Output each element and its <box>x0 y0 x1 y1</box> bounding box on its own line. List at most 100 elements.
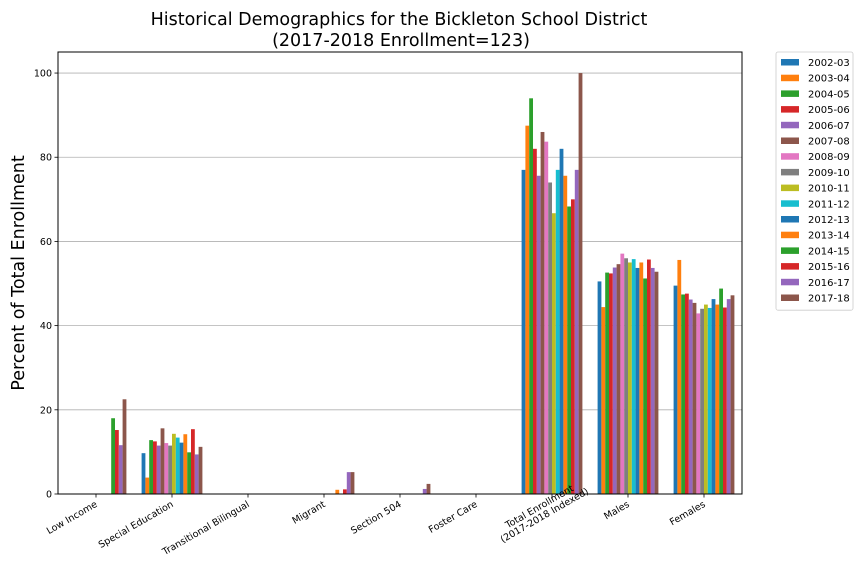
x-tick-label: Foster Care <box>427 499 480 536</box>
bar <box>605 272 609 494</box>
bar <box>191 429 195 494</box>
bar <box>536 175 541 494</box>
bar <box>194 454 199 494</box>
bar <box>172 433 176 494</box>
bar <box>620 253 625 494</box>
bar <box>654 271 659 494</box>
legend-label: 2012-13 <box>808 215 850 226</box>
legend-label: 2003-04 <box>808 74 850 85</box>
y-axis-ticks: 0 20 40 60 80 100 <box>34 69 58 501</box>
legend-frame <box>775 51 854 311</box>
legend-swatch <box>781 153 799 160</box>
x-tick-label: Females <box>668 499 708 528</box>
bar <box>677 259 682 494</box>
legend-label: 2009-10 <box>808 168 850 179</box>
bar <box>153 441 157 494</box>
bar <box>122 399 127 494</box>
bar <box>563 175 568 494</box>
bar <box>688 299 693 494</box>
y-tick-label: 60 <box>40 237 52 248</box>
bar <box>164 443 169 494</box>
bar <box>179 442 184 494</box>
bar <box>335 489 340 494</box>
bar <box>624 258 628 494</box>
bar <box>681 294 685 494</box>
bar <box>719 288 723 494</box>
bar <box>704 304 708 494</box>
bar <box>707 307 712 494</box>
bar <box>525 125 530 495</box>
bar <box>548 182 552 494</box>
bar <box>141 453 146 494</box>
bar <box>346 472 351 494</box>
bar <box>578 73 583 495</box>
legend-swatch <box>781 184 799 192</box>
y-tick-label: 100 <box>34 69 52 80</box>
chart-subtitle: (2017-2018 Enrollment=123) <box>272 31 530 51</box>
legend-label: 2013-14 <box>808 231 850 242</box>
bar <box>696 313 701 494</box>
legend-label: 2016-17 <box>808 278 850 289</box>
legend-swatch <box>781 121 799 129</box>
legend-label: 2006-07 <box>808 121 850 132</box>
x-tick-label: Special Education <box>97 499 176 551</box>
bar <box>711 299 716 494</box>
bar <box>635 267 640 494</box>
bar <box>673 285 678 494</box>
bar <box>168 445 172 494</box>
legend-swatch <box>781 278 799 286</box>
bar <box>571 199 575 495</box>
legend-swatch <box>781 106 799 113</box>
bar <box>628 262 632 494</box>
legend-swatch <box>781 90 799 97</box>
bar <box>118 445 123 494</box>
x-tick-label: Migrant <box>291 499 328 527</box>
legend-swatch <box>781 247 799 254</box>
legend-swatch <box>781 74 799 82</box>
bar <box>187 452 191 494</box>
bar <box>343 489 347 494</box>
legend-swatch <box>781 200 799 207</box>
legend-label: 2005-06 <box>808 105 850 116</box>
bar <box>533 148 537 495</box>
bar <box>521 169 526 494</box>
bar <box>175 437 180 494</box>
bar <box>422 488 427 494</box>
bar <box>160 428 165 494</box>
bar <box>111 418 115 494</box>
bar <box>643 278 647 494</box>
legend: 2002-03 2003-04 2004-05 2005-06 2006-07 2007-… <box>775 51 854 311</box>
bar <box>612 267 617 494</box>
legend-label: 2014-15 <box>808 246 850 257</box>
bar <box>198 446 203 494</box>
bar <box>650 267 655 494</box>
bar <box>639 262 644 494</box>
legend-swatch <box>781 231 799 239</box>
bar <box>145 477 150 494</box>
bars <box>111 73 735 495</box>
legend-label: 2015-16 <box>808 262 850 273</box>
legend-swatch <box>781 263 799 270</box>
bar <box>685 293 689 494</box>
legend-label: 2010-11 <box>808 184 850 195</box>
x-tick-label: Males <box>602 499 631 522</box>
bar <box>149 440 153 494</box>
x-tick-label: Section 504 <box>349 499 403 537</box>
bar <box>183 434 188 494</box>
bar <box>115 430 119 494</box>
legend-swatch <box>781 216 799 223</box>
y-tick-label: 80 <box>40 153 52 164</box>
bar <box>156 445 161 494</box>
y-tick-label: 40 <box>40 321 52 332</box>
bar <box>700 308 704 494</box>
bar <box>555 169 560 494</box>
chart-title: Historical Demographics for the Bickleto… <box>151 10 648 30</box>
x-tick-label: Low Income <box>45 499 100 537</box>
bar <box>574 169 579 494</box>
bar <box>559 148 564 495</box>
bar <box>552 213 556 494</box>
bar <box>726 299 731 494</box>
bar <box>540 131 545 494</box>
legend-swatch <box>781 137 799 144</box>
